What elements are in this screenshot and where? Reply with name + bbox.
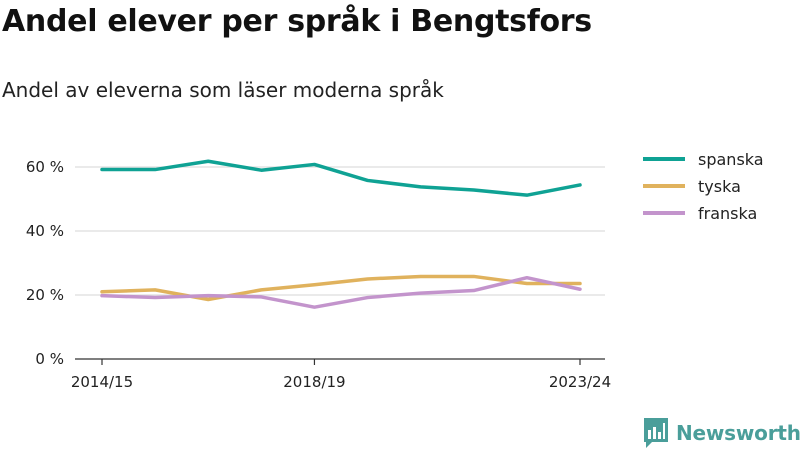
- x-tick-label: 2018/19: [283, 373, 345, 391]
- y-tick-label: 60 %: [26, 158, 64, 176]
- x-axis-ticks: 2014/15 2018/19 2023/24: [71, 359, 611, 391]
- chart-legend: spanska tyska franska: [643, 150, 764, 223]
- chart-series-lines: [100, 159, 582, 309]
- y-tick-label: 40 %: [26, 222, 64, 240]
- y-axis-ticks: 0 % 20 % 40 % 60 %: [26, 158, 64, 368]
- legend-label-tyska: tyska: [698, 177, 741, 196]
- page-subtitle: Andel av eleverna som läser moderna språ…: [2, 78, 444, 102]
- newsworthy-logo-icon: [644, 418, 668, 448]
- legend-label-franska: franska: [698, 204, 757, 223]
- chart-grid: [75, 166, 605, 296]
- series-line-tyska: [100, 274, 582, 302]
- y-tick-label: 0 %: [35, 350, 64, 368]
- legend-label-spanska: spanska: [698, 150, 764, 169]
- y-tick-label: 20 %: [26, 286, 64, 304]
- x-tick-label: 2014/15: [71, 373, 133, 391]
- series-line-franska: [100, 275, 582, 309]
- series-line-spanska: [100, 159, 582, 197]
- page-title: Andel elever per språk i Bengtsfors: [2, 4, 592, 39]
- brand-name: Newsworthy: [676, 421, 800, 445]
- brand: Newsworthy: [644, 418, 800, 448]
- x-tick-label: 2023/24: [549, 373, 611, 391]
